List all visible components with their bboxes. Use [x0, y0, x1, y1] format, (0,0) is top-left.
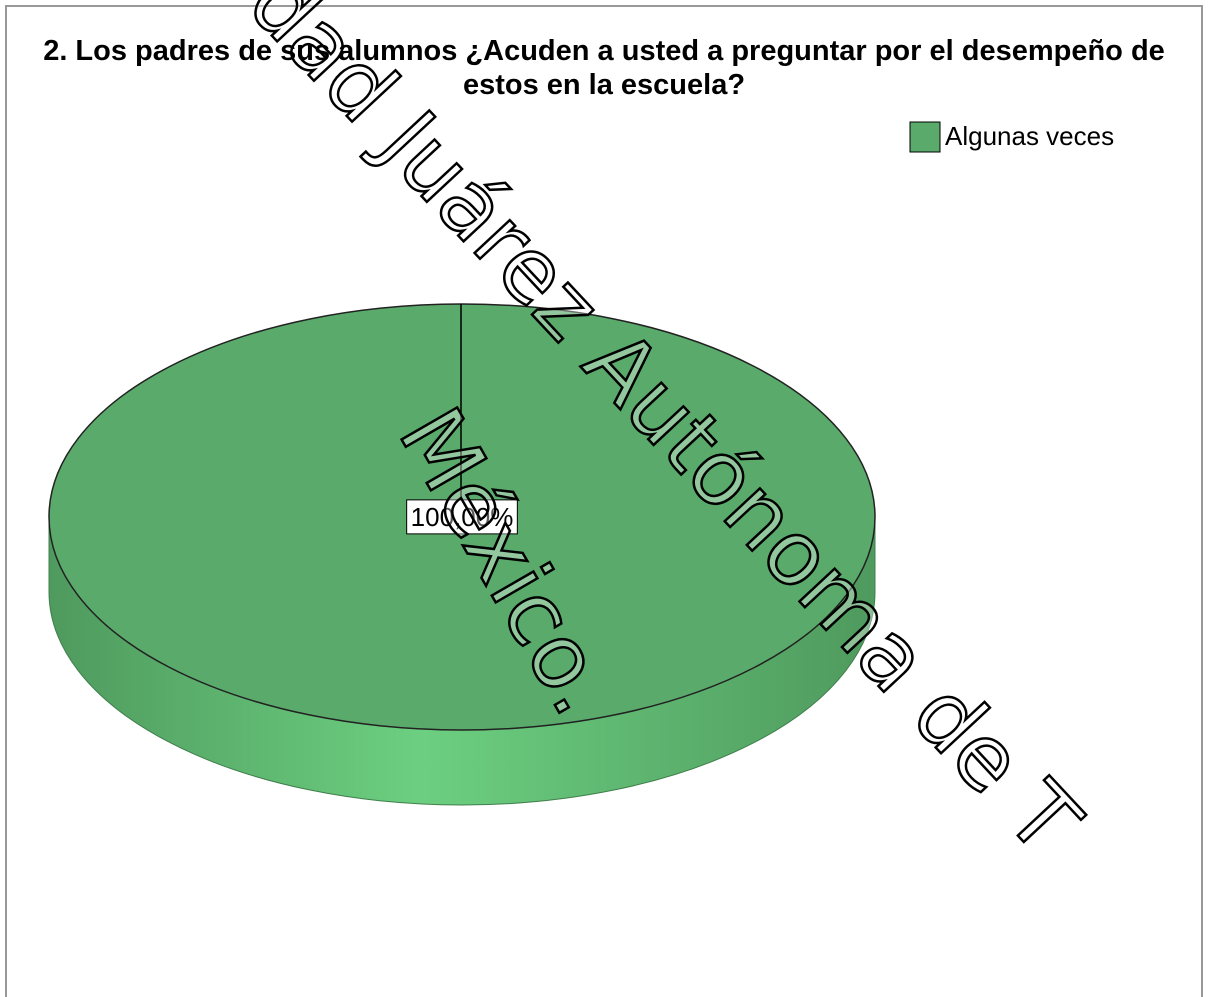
chart-frame — [5, 5, 1203, 997]
chart-title: 2. Los padres de sus alumnos ¿Acuden a u… — [43, 35, 1165, 101]
data-label-box — [406, 499, 518, 535]
legend-swatch — [909, 121, 941, 153]
legend-label: Algunas veces — [945, 121, 1114, 151]
data-label: 100,00% — [411, 502, 514, 532]
pie: 100,00% — [48, 303, 876, 806]
